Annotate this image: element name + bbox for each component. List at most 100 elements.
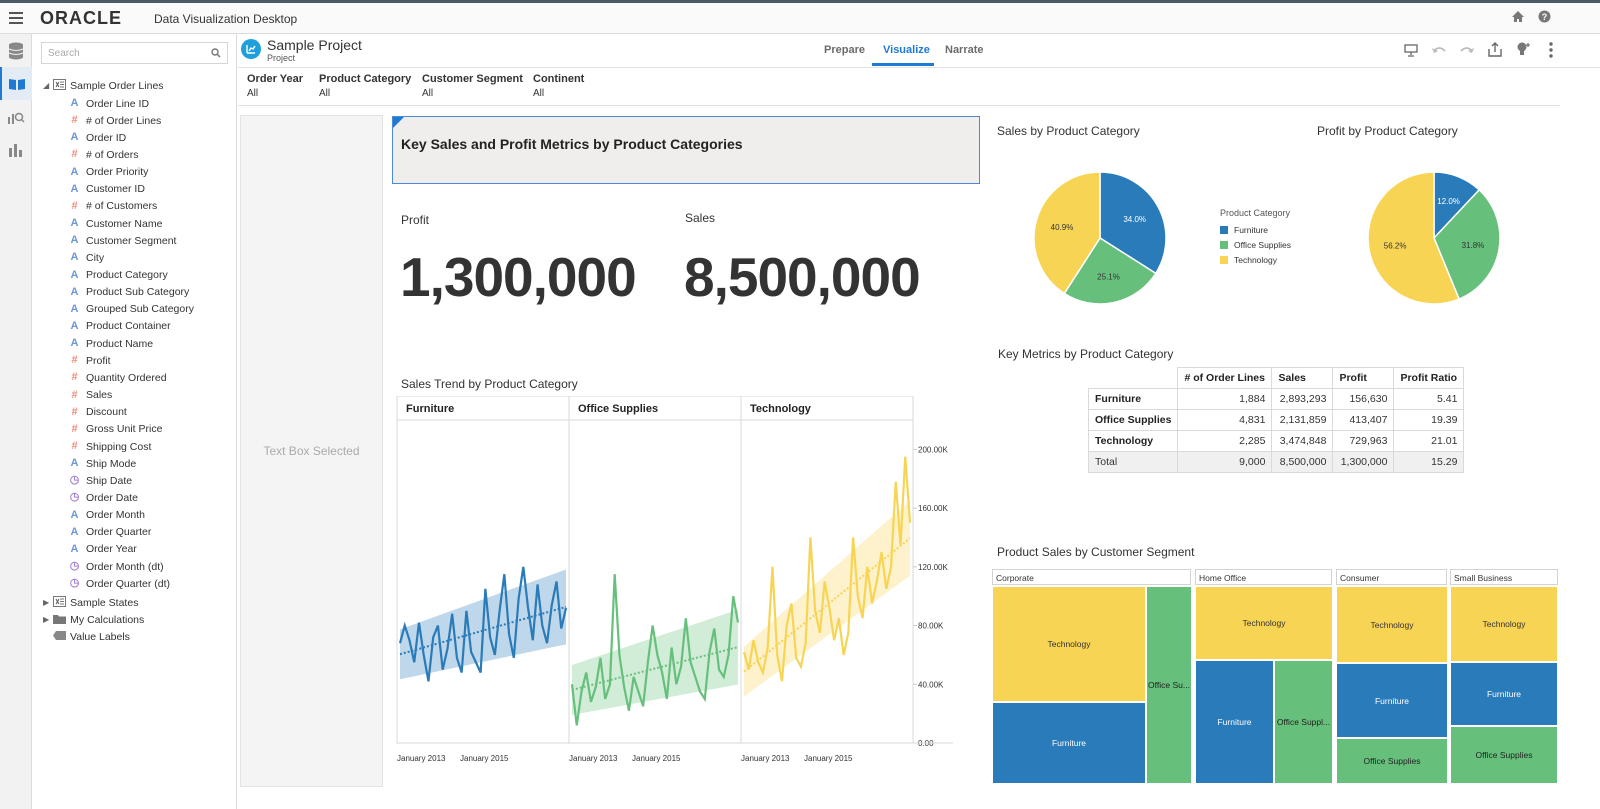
sales-trend-chart[interactable]: Furniture January 2013 January 2015 Office … — [396, 396, 958, 768]
treemap-cell-small-business-technology[interactable]: Technology — [1450, 586, 1558, 662]
redo-icon[interactable] — [1459, 43, 1475, 60]
hamburger-menu-icon[interactable] — [9, 11, 23, 27]
title-text-box[interactable]: Key Sales and Profit Metrics by Product … — [392, 116, 980, 184]
search-icon[interactable] — [211, 48, 221, 61]
legend-swatch — [1220, 255, 1228, 264]
tree-item[interactable]: # Gross Unit Price — [69, 421, 162, 438]
more-options-icon[interactable] — [1549, 42, 1553, 61]
visualizations-icon[interactable] — [0, 100, 32, 133]
text-box-selected[interactable]: Text Box Selected — [240, 115, 383, 787]
treemap-chart[interactable]: Corporate Home Office Consumer Small Bus… — [992, 569, 1560, 784]
tree-item[interactable]: # Discount — [69, 404, 126, 421]
tree-item-value-labels[interactable]: Value Labels — [53, 628, 130, 645]
tree-item[interactable]: A Order Year — [69, 541, 137, 558]
help-icon[interactable]: ? — [1538, 10, 1551, 26]
tree-item[interactable]: A Order ID — [69, 129, 127, 146]
pie-profit-chart[interactable]: 12.0% 31.8% 56.2% — [1364, 168, 1504, 308]
tree-item[interactable]: ◷ Ship Date — [69, 472, 132, 489]
analytics-icon[interactable] — [0, 133, 32, 166]
tree-item[interactable]: A Customer ID — [69, 181, 145, 198]
filter-customer-segment[interactable]: Customer Segment All — [422, 73, 523, 99]
treemap-cell-consumer-office-supplies[interactable]: Office Supplies — [1336, 738, 1448, 784]
series-line-office-supplies[interactable] — [570, 574, 740, 726]
treemap-cell-consumer-technology[interactable]: Technology — [1336, 586, 1448, 663]
tree-item-label: Shipping Cost — [86, 440, 152, 453]
tree-root-sample-order-lines[interactable]: ◢ Sample Order Lines — [43, 77, 164, 94]
tree-item[interactable]: A Ship Mode — [69, 455, 137, 472]
collapse-arrow-icon[interactable]: ◢ — [43, 81, 50, 90]
key-metrics-table[interactable]: # of Order Lines Sales Profit Profit Rat… — [1087, 367, 1465, 473]
tree-item[interactable]: A Order Priority — [69, 164, 149, 181]
expand-arrow-icon[interactable]: ▶ — [43, 598, 50, 607]
legend-item-technology[interactable]: Technology — [1220, 252, 1291, 267]
tree-item[interactable]: A Order Month — [69, 507, 145, 524]
tree-item[interactable]: ◷ Order Date — [69, 489, 138, 506]
tree-item[interactable]: A Customer Segment — [69, 232, 177, 249]
treemap-cell-corporate-furniture[interactable]: Furniture — [992, 702, 1146, 784]
kpi-profit-value[interactable]: 1,300,000 — [400, 246, 637, 308]
table-row[interactable]: Furniture 1,884 2,893,293 156,630 5.41 — [1087, 388, 1465, 410]
project-name[interactable]: Sample Project — [267, 37, 362, 53]
tree-item[interactable]: A Order Quarter — [69, 524, 152, 541]
treemap-cell-small-business-office-supplies[interactable]: Office Supplies — [1450, 726, 1558, 784]
tree-item[interactable]: # # of Customers — [69, 198, 157, 215]
tree-item[interactable]: A Product Sub Category — [69, 284, 190, 301]
table-row[interactable]: Technology 2,285 3,474,848 729,963 21.01 — [1087, 430, 1465, 452]
tab-prepare[interactable]: Prepare — [824, 44, 865, 56]
treemap-cell-small-business-furniture[interactable]: Furniture — [1450, 662, 1558, 726]
filter-order-year[interactable]: Order Year All — [247, 73, 303, 99]
pie-sales-chart[interactable]: 34.0% 25.1% 40.9% — [1030, 168, 1170, 308]
insights-lightbulb-icon[interactable] — [1515, 41, 1531, 60]
tab-narrate[interactable]: Narrate — [945, 44, 984, 56]
tree-item[interactable]: # Shipping Cost — [69, 438, 151, 455]
tree-item[interactable]: ◷ Order Month (dt) — [69, 558, 164, 575]
expand-arrow-icon[interactable]: ▶ — [43, 615, 50, 624]
table-header[interactable]: # of Order Lines — [1177, 367, 1273, 389]
tree-item[interactable]: A Product Category — [69, 267, 168, 284]
pie-slice-office-supplies[interactable] — [1063, 236, 1157, 305]
series-line-furniture[interactable] — [398, 566, 568, 682]
tree-item[interactable]: # Quantity Ordered — [69, 369, 166, 386]
series-line-technology[interactable] — [742, 456, 912, 682]
tree-item[interactable]: # # of Orders — [69, 146, 138, 163]
table-row[interactable]: Office Supplies 4,831 2,131,859 413,407 … — [1087, 409, 1465, 431]
filter-continent[interactable]: Continent All — [533, 73, 584, 99]
table-header[interactable]: Sales — [1271, 367, 1334, 389]
tree-item[interactable]: A Order Line ID — [69, 95, 150, 112]
tab-visualize[interactable]: Visualize — [883, 44, 930, 56]
legend-item-office-supplies[interactable]: Office Supplies — [1220, 237, 1291, 252]
search-input[interactable]: Search — [41, 42, 228, 64]
treemap-cell-home-office-technology[interactable]: Technology — [1195, 586, 1333, 660]
tree-item[interactable]: A City — [69, 249, 105, 266]
tree-item[interactable]: A Product Name — [69, 335, 154, 352]
table-header[interactable]: Profit Ratio — [1393, 367, 1465, 389]
data-sources-icon[interactable] — [0, 34, 32, 67]
treemap-cell-corporate-technology[interactable]: Technology — [992, 586, 1146, 702]
tree-item[interactable]: ◷ Order Quarter (dt) — [69, 575, 170, 592]
tree-item[interactable]: A Customer Name — [69, 215, 163, 232]
tree-item[interactable]: # # of Order Lines — [69, 112, 161, 129]
tree-item-sample-states[interactable]: ▶ Sample States — [43, 594, 138, 611]
treemap-cell-corporate-office-supplies[interactable]: Office Su... — [1146, 586, 1192, 784]
tree-item[interactable]: # Sales — [69, 387, 112, 404]
pie-slice-office-supplies[interactable] — [1433, 188, 1501, 301]
undo-icon[interactable] — [1431, 43, 1447, 60]
pie-slice-technology[interactable] — [1033, 171, 1101, 295]
tree-item-my-calculations[interactable]: ▶ My Calculations — [43, 611, 144, 628]
data-elements-icon[interactable] — [0, 67, 32, 100]
tree-item[interactable]: A Grouped Sub Category — [69, 301, 194, 318]
present-icon[interactable] — [1404, 43, 1418, 60]
pie-slice-technology[interactable] — [1367, 171, 1461, 305]
filter-product-category[interactable]: Product Category All — [319, 73, 411, 99]
table-total-row[interactable]: Total 9,000 8,500,000 1,300,000 15.29 — [1087, 451, 1465, 473]
tree-item[interactable]: # Profit — [69, 352, 110, 369]
treemap-cell-home-office-furniture[interactable]: Furniture — [1195, 660, 1274, 784]
export-icon[interactable] — [1488, 42, 1502, 60]
home-icon[interactable] — [1511, 10, 1525, 26]
treemap-cell-home-office-office-supplies[interactable]: Office Suppl... — [1274, 660, 1333, 784]
table-header[interactable]: Profit — [1332, 367, 1395, 389]
treemap-cell-consumer-furniture[interactable]: Furniture — [1336, 663, 1448, 738]
tree-item[interactable]: A Product Container — [69, 318, 171, 335]
kpi-sales-value[interactable]: 8,500,000 — [684, 246, 921, 308]
legend-item-furniture[interactable]: Furniture — [1220, 222, 1291, 237]
